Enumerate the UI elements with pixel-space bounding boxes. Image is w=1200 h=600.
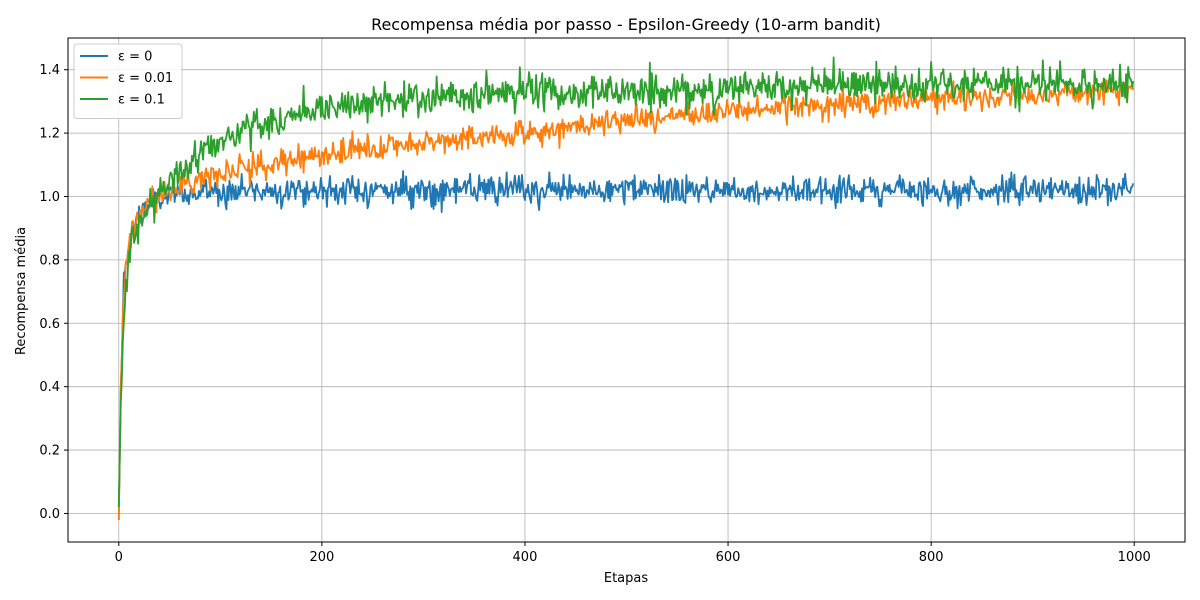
- series-line-1: [117, 79, 1135, 520]
- y-axis-title: Recompensa média: [14, 227, 29, 355]
- y-tick-label: 1.0: [39, 190, 60, 205]
- series-line-0: [117, 170, 1135, 520]
- series-lines: [117, 56, 1135, 520]
- x-tick-label: 400: [513, 550, 538, 565]
- legend-label: ε = 0.01: [118, 71, 173, 86]
- legend-label: ε = 0: [118, 50, 152, 65]
- axis-ticks: 0 200 400 600 800 1000 0.0 0.2 0.4 0.6 0.8 1.0 1.2 1.…: [39, 63, 1150, 565]
- y-tick-label: 1.4: [39, 63, 60, 78]
- y-tick-label: 0.2: [39, 444, 60, 459]
- y-tick-label: 0.0: [39, 507, 60, 522]
- legend: ε = 0 ε = 0.01 ε = 0.1: [73, 43, 183, 119]
- x-tick-label: 1000: [1118, 550, 1151, 565]
- plot-frame: [67, 37, 1186, 543]
- x-tick-label: 800: [919, 550, 944, 565]
- series-line-2: [117, 56, 1135, 508]
- x-axis-title: Etapas: [604, 571, 648, 586]
- y-tick-label: 0.8: [39, 253, 60, 268]
- y-tick-label: 0.6: [39, 317, 60, 332]
- x-tick-label: 600: [716, 550, 741, 565]
- y-tick-label: 1.2: [39, 127, 60, 142]
- x-tick-label: 200: [309, 550, 334, 565]
- y-tick-label: 0.4: [39, 380, 60, 395]
- chart-title: Recompensa média por passo - Epsilon-Gre…: [371, 15, 881, 34]
- x-tick-label: 0: [115, 550, 123, 565]
- grid: [68, 38, 1185, 542]
- legend-label: ε = 0.1: [118, 93, 165, 108]
